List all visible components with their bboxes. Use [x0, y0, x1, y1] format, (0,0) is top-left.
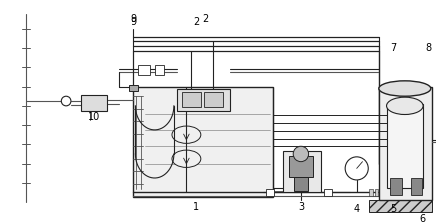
Bar [138, 65, 150, 75]
Bar [390, 178, 402, 195]
Text: 9: 9 [131, 17, 137, 27]
Ellipse shape [172, 126, 201, 143]
Bar [283, 151, 321, 192]
Text: 4: 4 [354, 204, 360, 214]
Bar [129, 85, 138, 91]
Circle shape [439, 137, 444, 144]
Bar [412, 189, 416, 196]
Bar [155, 65, 164, 75]
Bar [390, 189, 394, 196]
Bar [417, 189, 421, 196]
Bar [289, 156, 313, 177]
Bar [324, 189, 332, 196]
Text: 8: 8 [426, 43, 432, 53]
Bar [401, 189, 405, 196]
Text: 10: 10 [88, 112, 100, 122]
Text: 6: 6 [419, 214, 425, 224]
Circle shape [61, 96, 71, 106]
Text: 7: 7 [390, 43, 396, 53]
Bar [182, 92, 201, 107]
Text: 3: 3 [298, 202, 304, 212]
Text: 9: 9 [131, 14, 137, 24]
Bar [396, 189, 400, 196]
Bar [369, 189, 373, 196]
Bar [374, 189, 378, 196]
Circle shape [293, 146, 309, 162]
Text: 5: 5 [390, 204, 396, 214]
Bar [134, 87, 273, 197]
Text: 2: 2 [193, 17, 199, 27]
Bar [266, 189, 274, 196]
Text: 1: 1 [193, 202, 199, 212]
Bar [177, 89, 230, 111]
Ellipse shape [387, 97, 423, 114]
Text: 2: 2 [202, 14, 209, 24]
Ellipse shape [379, 81, 431, 96]
Ellipse shape [172, 150, 201, 167]
Bar [379, 87, 432, 200]
Bar [294, 177, 308, 191]
Bar [369, 200, 432, 212]
Bar [406, 189, 410, 196]
Bar [387, 104, 423, 188]
Bar [80, 95, 107, 111]
Bar [380, 189, 384, 196]
Bar [385, 189, 389, 196]
Bar [411, 178, 422, 195]
Bar [204, 92, 223, 107]
Circle shape [345, 157, 368, 180]
